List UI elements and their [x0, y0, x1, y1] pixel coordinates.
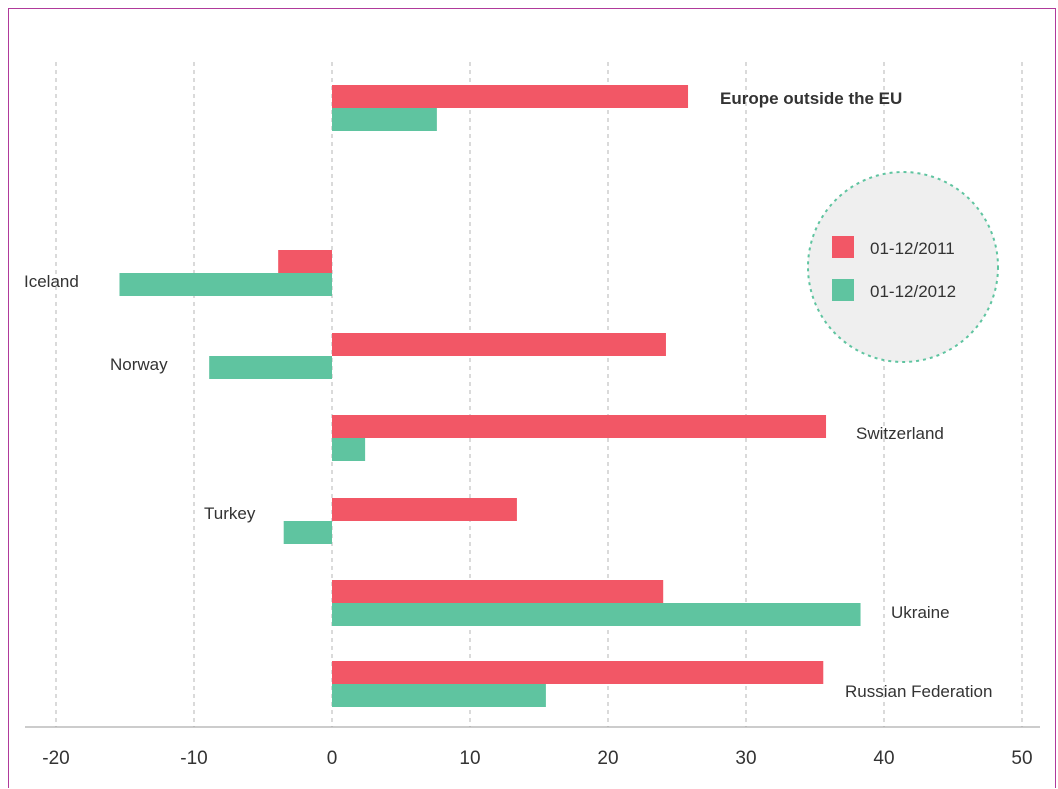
legend-circle	[807, 171, 999, 363]
x-tick-label: 20	[597, 748, 618, 769]
x-tick-labels: -20 -10 0 10 20 30 40 50	[42, 748, 1032, 769]
x-tick-label: -20	[42, 748, 69, 769]
bar-0-1	[278, 250, 332, 273]
legend-label-2012: 01-12/2012	[870, 282, 956, 301]
category-labels: Europe outside the EU Iceland Norway Switze…	[24, 89, 992, 701]
category-label: Europe outside the EU	[720, 89, 902, 108]
bar-0-5	[332, 580, 664, 603]
bar-1-5	[332, 603, 861, 626]
x-tick-label: 30	[735, 748, 756, 769]
bars	[119, 85, 861, 707]
legend-swatch-2012	[832, 279, 854, 301]
x-tick-label: 10	[459, 748, 480, 769]
bar-0-0	[332, 85, 689, 108]
category-label: Norway	[110, 355, 168, 374]
grid-lines	[55, 62, 1023, 727]
bar-0-2	[332, 333, 666, 356]
category-label: Russian Federation	[845, 682, 992, 701]
x-tick-label: 40	[873, 748, 894, 769]
bar-1-2	[209, 356, 332, 379]
category-label: Switzerland	[856, 424, 944, 443]
legend-swatch-2011	[832, 236, 854, 258]
x-tick-label: 0	[327, 748, 338, 769]
bar-0-6	[332, 661, 824, 684]
category-label: Turkey	[204, 504, 256, 523]
legend-label-2011: 01-12/2011	[870, 239, 955, 258]
category-label: Iceland	[24, 272, 79, 291]
legend: 01-12/2011 01-12/2012	[807, 171, 999, 363]
bar-1-1	[119, 273, 332, 296]
bar-1-0	[332, 108, 437, 131]
bar-0-3	[332, 415, 827, 438]
bar-1-4	[283, 521, 332, 544]
bar-1-3	[332, 438, 366, 461]
bar-0-4	[332, 498, 517, 521]
x-tick-label: -10	[180, 748, 207, 769]
bar-1-6	[332, 684, 546, 707]
chart-frame	[8, 8, 1056, 788]
x-tick-label: 50	[1011, 748, 1032, 769]
category-label: Ukraine	[891, 603, 950, 622]
